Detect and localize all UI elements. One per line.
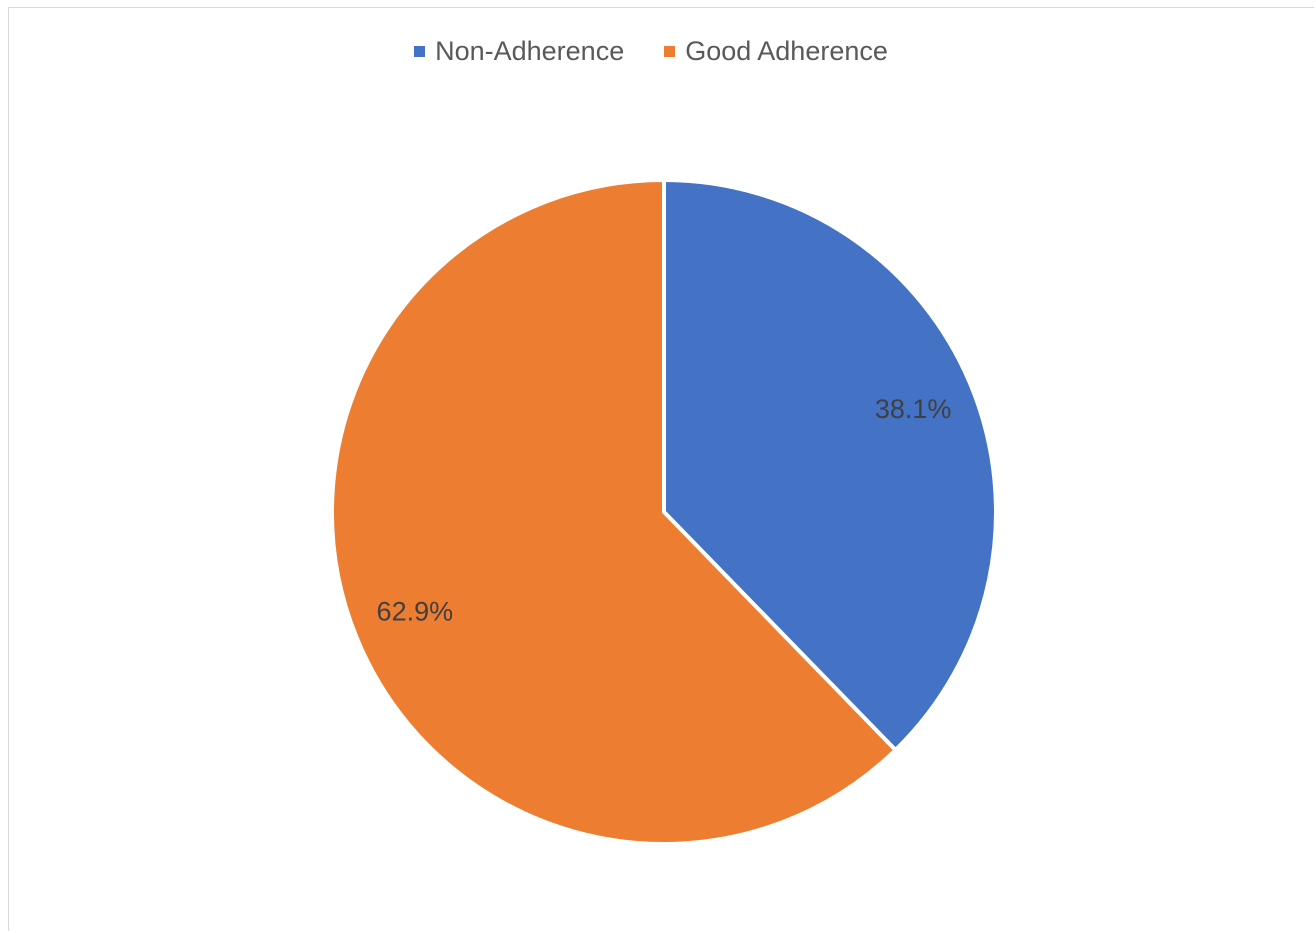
pie-slice-good-adherence[interactable] [330,178,898,846]
legend-item-good-adherence[interactable]: Good Adherence [664,36,888,67]
legend-swatch-good-adherence [664,46,676,57]
legend-item-non-adherence[interactable]: Non-Adherence [414,36,624,67]
legend-label-non-adherence: Non-Adherence [435,36,625,66]
pie-slices [330,178,998,846]
data-label-good-adherence: 62.9% [377,596,454,626]
data-label-non-adherence: 38.1% [875,394,952,424]
legend-label-good-adherence: Good Adherence [685,36,888,66]
pie-slice-non-adherence[interactable] [662,178,998,753]
pie-data-labels: 38.1% 62.9% [377,394,952,626]
legend-swatch-non-adherence [414,46,426,57]
legend: Non-Adherence Good Adherence [0,36,1316,67]
